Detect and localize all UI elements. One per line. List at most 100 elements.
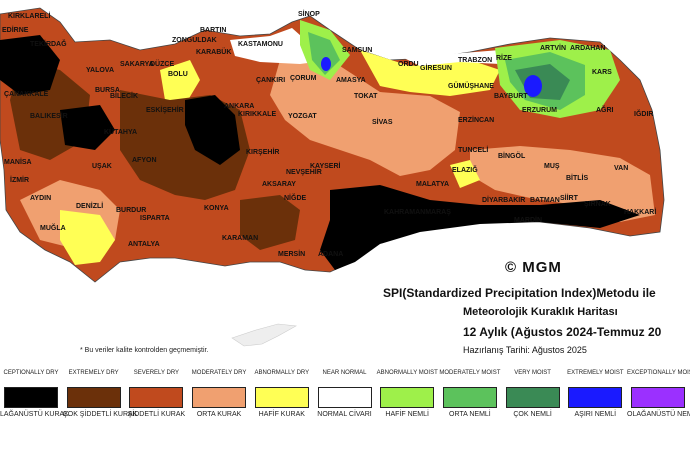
- city-label: MANİSA: [4, 158, 32, 166]
- map-title-line1: SPI(Standardized Precipitation Index)Met…: [383, 286, 656, 300]
- legend-label-en: NEAR NORMAL: [322, 370, 367, 376]
- city-label: AFYON: [132, 157, 157, 164]
- city-label: ARTVİN: [540, 44, 566, 52]
- legend-label-en: VERY MOIST: [514, 370, 551, 376]
- drought-map: KIRKLARELİ EDİRNE TEKİRDAĞ ÇANAKKALE BAL…: [0, 7, 665, 347]
- city-label: KARABÜK: [196, 47, 231, 56]
- legend-swatch: [66, 387, 121, 408]
- legend-item: CEPTIONALLY DRY LAĞANÜSTÜ KURAK: [0, 370, 69, 419]
- legend-item: MODERATELY DRY ORTA KURAK: [188, 370, 250, 419]
- legend-label-en: ABNORMALLY DRY: [254, 370, 310, 376]
- city-label: TUNCELİ: [458, 146, 488, 154]
- map-title-line2: Meteorolojik Kuraklık Haritası: [463, 306, 618, 318]
- city-label: ANTALYA: [128, 241, 160, 248]
- city-label: AĞRI: [596, 105, 614, 114]
- city-label: KAYSERİ: [310, 162, 341, 170]
- city-label: ÇANAKKALE: [4, 91, 49, 98]
- legend-label-tr: OLAĞANÜSTÜ NEMLİ: [627, 411, 690, 418]
- legend-label-tr: NORMAL CİVARI: [317, 411, 372, 418]
- legend-item: EXTREMELY MOIST AŞIRI NEMLİ: [564, 370, 626, 419]
- city-label: IĞDIR: [634, 109, 653, 118]
- moderately-dry-east: [470, 146, 655, 222]
- city-label: ESKİŞEHİR: [146, 106, 184, 114]
- quality-note: * Bu veriler kalite kontrolden geçmemişt…: [80, 347, 209, 354]
- city-label: KIRIKKALE: [238, 111, 276, 118]
- city-label: DÜZCE: [150, 59, 174, 68]
- city-label: TEKİRDAĞ: [30, 39, 67, 48]
- map-title-block: SPI(Standardized Precipitation Index)Met…: [383, 286, 690, 355]
- legend-item: ABNORMALLY MOIST HAFİF NEMLİ: [376, 370, 438, 419]
- legend-swatch: [129, 387, 184, 408]
- legend-label-tr: ŞİDDETLİ KURAK: [127, 411, 186, 418]
- legend-item: SEVERELY DRY ŞİDDETLİ KURAK: [125, 370, 187, 419]
- city-label: ELAZIĞ: [452, 165, 478, 174]
- city-label: KIRŞEHİR: [246, 148, 279, 156]
- city-label: BARTIN: [200, 27, 226, 34]
- legend-label-tr: ÇOK ŞİDDETLİ KURAK: [62, 411, 138, 418]
- legend-item: NEAR NORMAL NORMAL CİVARI: [314, 370, 376, 419]
- extremely-moist-northeast: [524, 75, 542, 97]
- legend-label-en: EXTREMELY MOIST: [567, 370, 624, 376]
- map-prep-date: Hazırlanış Tarihi: Ağustos 2025: [463, 345, 587, 355]
- legend-swatch: [568, 387, 623, 408]
- city-label: ŞIRNAK: [584, 201, 611, 208]
- map-title-line3: 12 Aylık (Ağustos 2024-Temmuz 20: [463, 325, 662, 339]
- city-label: SİİRT: [560, 194, 579, 202]
- legend-label-en: CEPTIONALLY DRY: [3, 370, 59, 376]
- legend-label-tr: HAFİF KURAK: [258, 411, 305, 418]
- city-label: GÜMÜŞHANE: [448, 81, 494, 90]
- abnormally-dry-north-west: [160, 60, 200, 105]
- exceptionally-dry-northwest: [0, 35, 60, 95]
- city-label: AMASYA: [336, 77, 366, 84]
- moderately-moist-samsun: [308, 32, 340, 75]
- city-label: TRABZON: [458, 57, 492, 64]
- city-label: MARDİN: [514, 216, 542, 224]
- cyprus-island: [231, 323, 297, 347]
- city-label: DİYARBAKIR: [482, 196, 525, 204]
- legend-label-tr: HAFİF NEMLİ: [385, 411, 429, 418]
- legend-swatch: [317, 387, 372, 408]
- legend-label-tr: AŞIRI NEMLİ: [574, 411, 617, 418]
- city-label: KONYA: [204, 205, 229, 212]
- legend-swatch: [254, 387, 309, 408]
- legend-item: VERY MOIST ÇOK NEMLİ: [502, 370, 564, 419]
- near-normal-blacksea: [400, 50, 500, 66]
- legend-swatch: [192, 387, 247, 408]
- city-label: HAKKARİ: [624, 208, 656, 216]
- city-label: KARAMAN: [222, 235, 258, 242]
- exceptionally-dry-southeast: [320, 185, 640, 270]
- city-label: BİLECİK: [110, 92, 138, 100]
- city-label: MALATYA: [416, 181, 449, 188]
- province-labels: KIRKLARELİ EDİRNE TEKİRDAĞ ÇANAKKALE BAL…: [2, 10, 656, 258]
- city-label: TOKAT: [354, 93, 378, 100]
- city-label: ANKARA: [224, 103, 254, 110]
- legend-label-tr: LAĞANÜSTÜ KURAK: [0, 411, 69, 418]
- legend-label-en: ABNORMALLY MOIST: [376, 370, 438, 376]
- city-label: MUĞLA: [40, 223, 66, 232]
- abnormally-dry-west: [60, 210, 115, 265]
- city-label: SAKARYA: [120, 61, 154, 68]
- city-label: RİZE: [496, 54, 512, 62]
- legend-item: EXCEPTIONALLY MOIST OLAĞANÜSTÜ NEMLİ: [627, 370, 690, 419]
- legend-label-en: EXTREMELY DRY: [68, 370, 119, 376]
- city-label: AKSARAY: [262, 181, 296, 188]
- legend-label-tr: ORTA KURAK: [196, 411, 242, 418]
- city-label: ARDAHAN: [570, 45, 605, 52]
- city-label: ADANA: [318, 251, 343, 258]
- city-label: BOLU: [168, 71, 188, 78]
- city-label: ERZURUM: [522, 107, 557, 114]
- extremely-moist-samsun: [321, 57, 331, 71]
- city-label: SAMSUN: [342, 47, 372, 54]
- city-label: AYDIN: [30, 195, 51, 202]
- legend-label-en: SEVERELY DRY: [133, 370, 180, 376]
- city-label: YALOVA: [86, 67, 114, 74]
- city-label: VAN: [614, 165, 628, 172]
- legend: CEPTIONALLY DRY LAĞANÜSTÜ KURAK EXTREMELY …: [0, 370, 690, 450]
- moderately-dry-central: [270, 60, 460, 176]
- city-label: YOZGAT: [288, 113, 317, 120]
- city-label: NİĞDE: [284, 193, 307, 202]
- legend-item: EXTREMELY DRY ÇOK ŞİDDETLİ KURAK: [62, 370, 138, 419]
- legend-item: MODERATELY MOIST ORTA NEMLİ: [439, 370, 501, 419]
- city-label: BAYBURT: [494, 93, 528, 100]
- city-label: SİVAS: [372, 118, 393, 126]
